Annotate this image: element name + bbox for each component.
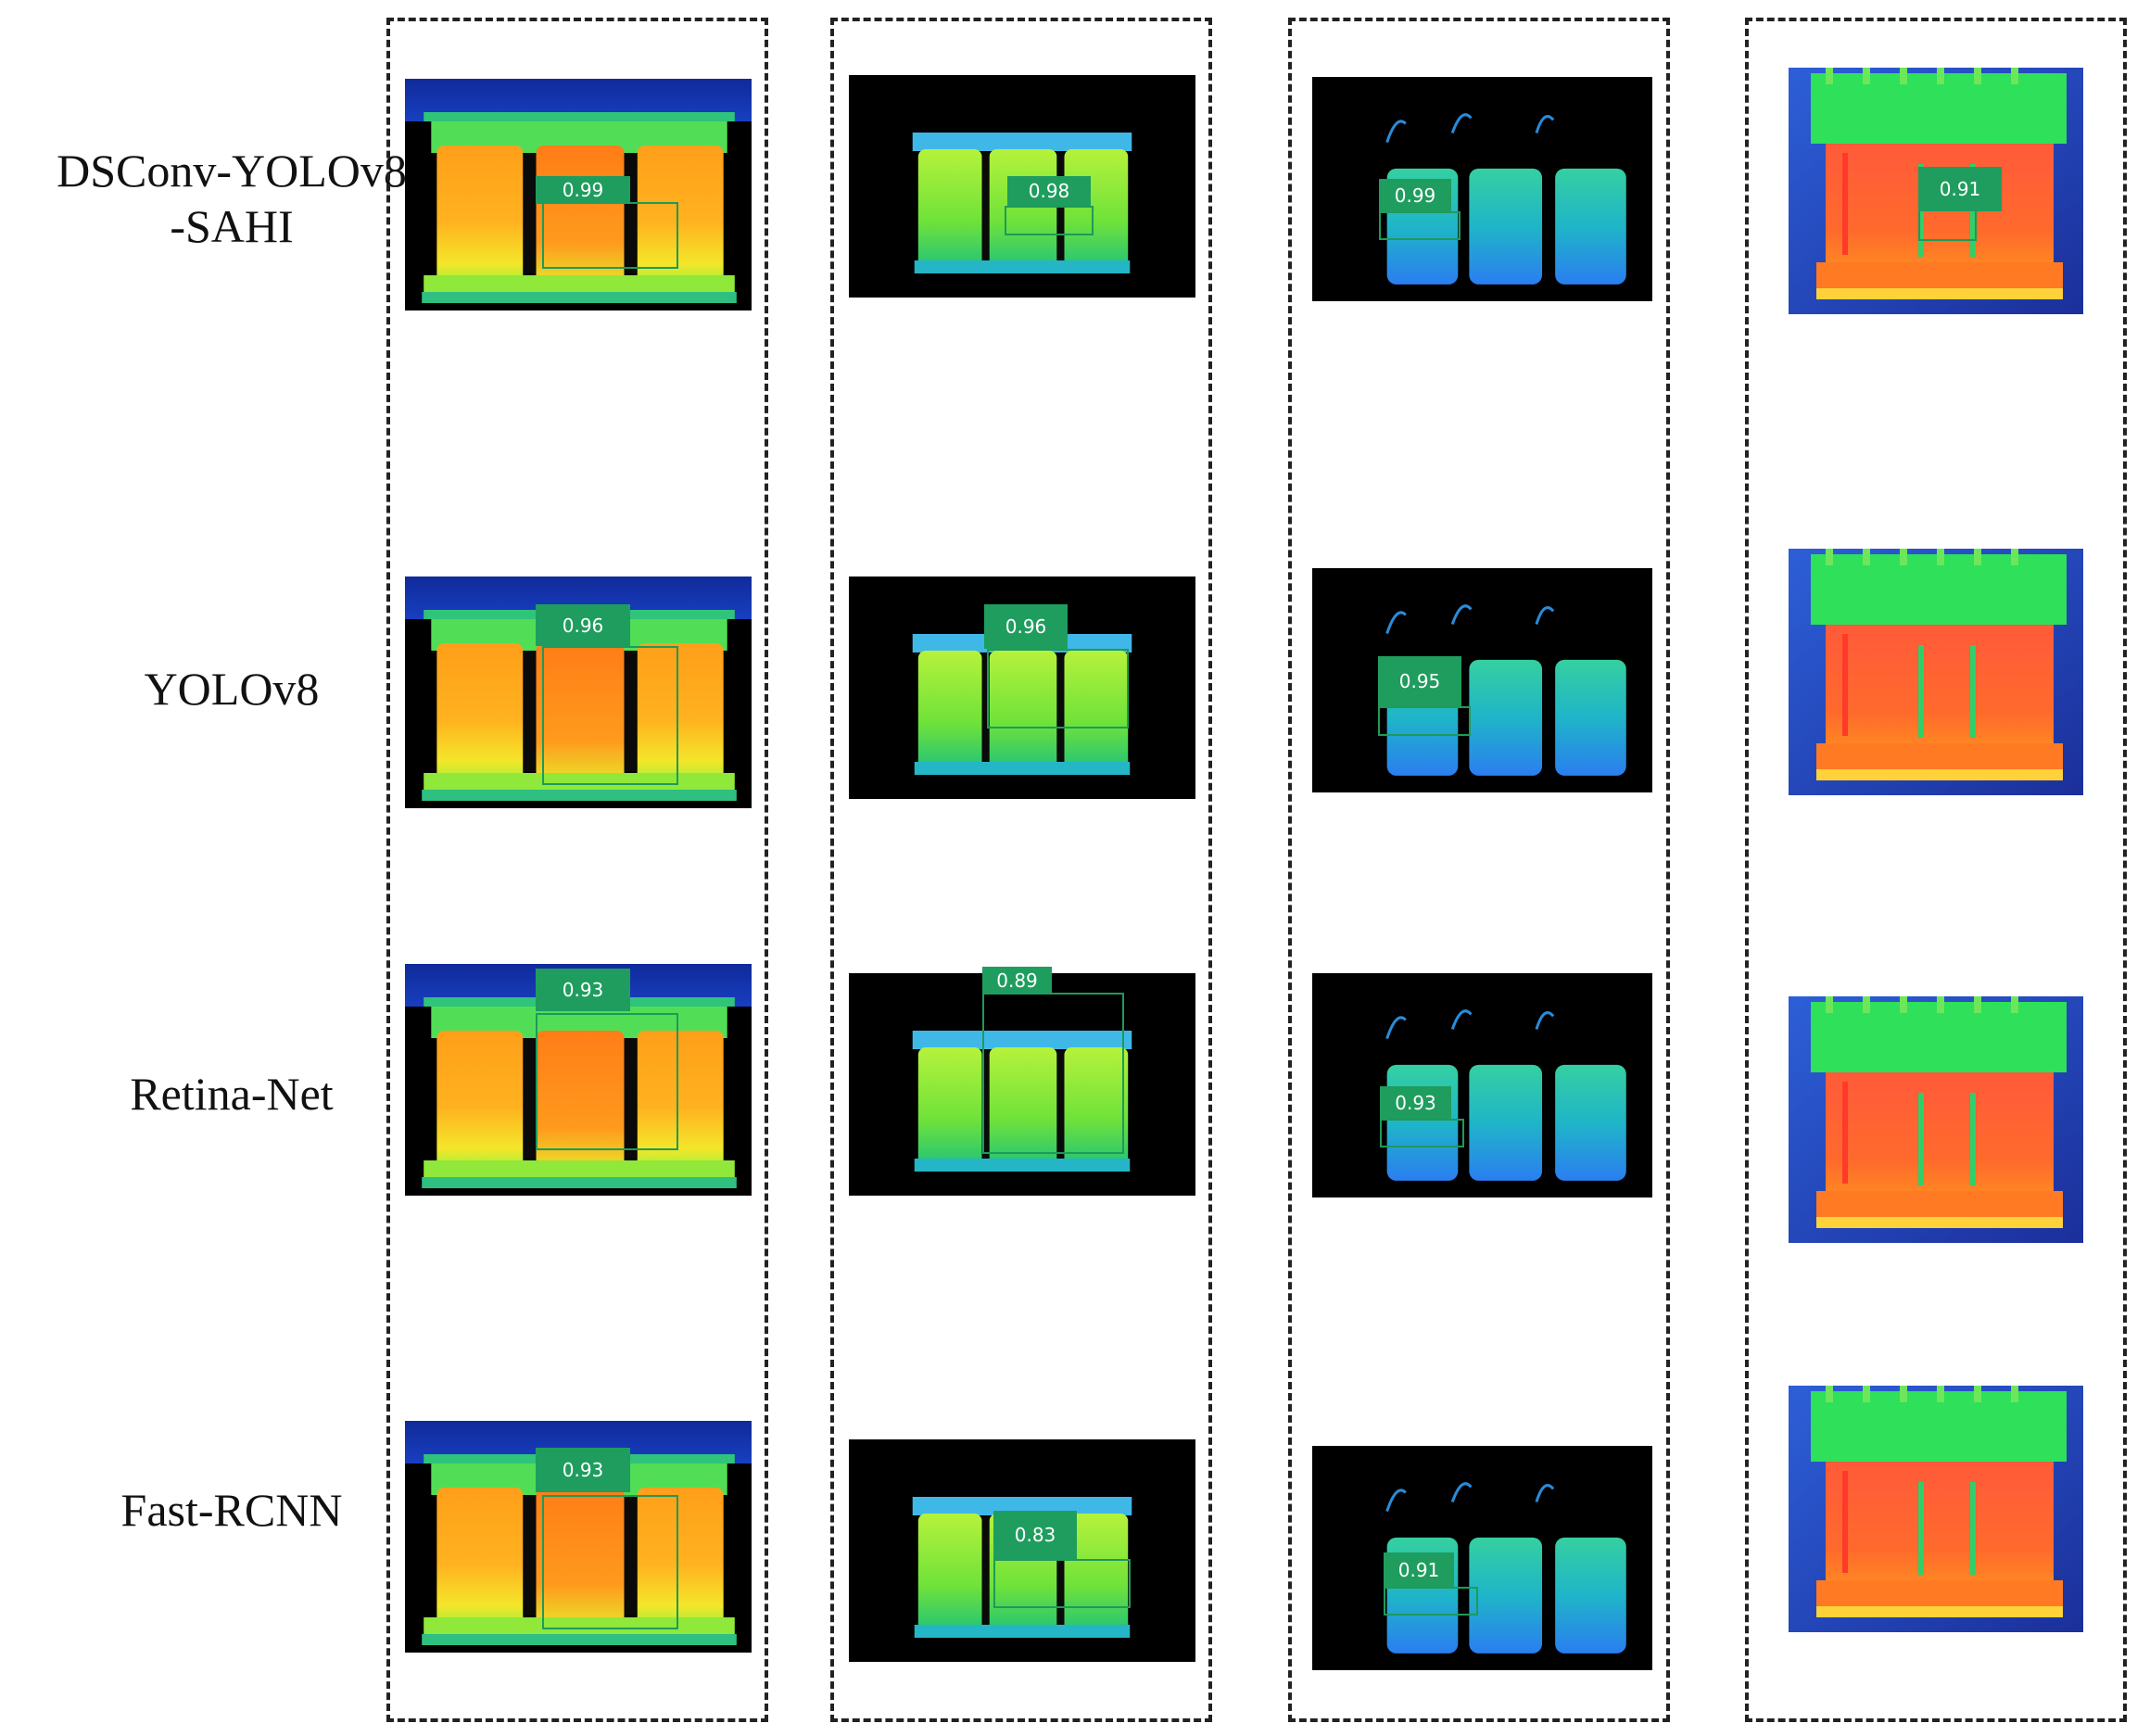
detection-box-c1-r1 <box>542 202 678 269</box>
row-label-line-1: DSConv-YOLOv8 <box>57 145 407 196</box>
thermal-image-c4-r4 <box>1789 1386 2083 1632</box>
detection-score-c2-r4: 0.83 <box>993 1511 1077 1559</box>
detection-score-c3-r1: 0.99 <box>1379 179 1451 212</box>
row-label-fast-rcnn: Fast-RCNN <box>120 1484 343 1536</box>
detection-box-c4-r1 <box>1918 209 1977 241</box>
thermal-image-c4-r2 <box>1789 549 2083 795</box>
detection-score-c1-r2: 0.96 <box>536 604 630 646</box>
column-frame-3 <box>1288 18 1670 1722</box>
thermal-image-c3-r4 <box>1312 1446 1652 1670</box>
detection-score-c1-r4: 0.93 <box>536 1448 630 1492</box>
detection-score-c1-r3: 0.93 <box>536 969 630 1011</box>
detection-box-c2-r3 <box>982 993 1124 1154</box>
row-label-dsconv-yolov8-sahi: DSConv-YOLOv8 -SAHI <box>0 143 463 254</box>
detection-score-c2-r3: 0.89 <box>982 967 1052 995</box>
detection-box-c3-r4 <box>1384 1587 1478 1616</box>
thermal-image-c4-r3 <box>1789 996 2083 1243</box>
row-label-retina-net: Retina-Net <box>130 1068 334 1120</box>
detection-box-c2-r1 <box>1005 206 1094 235</box>
detection-score-c2-r2: 0.96 <box>984 604 1068 649</box>
thermal-image-c3-r1 <box>1312 77 1652 301</box>
column-frame-2 <box>830 18 1212 1722</box>
thermal-image-c3-r3 <box>1312 973 1652 1197</box>
detection-score-c1-r1: 0.99 <box>536 176 630 204</box>
detection-box-c1-r4 <box>542 1495 678 1629</box>
detection-score-c4-r1: 0.91 <box>1918 167 2002 211</box>
detection-box-c2-r2 <box>987 649 1129 729</box>
detection-box-c1-r3 <box>536 1013 678 1150</box>
row-label-line-2: -SAHI <box>170 200 294 252</box>
detection-box-c3-r2 <box>1378 706 1471 736</box>
column-frame-4 <box>1745 18 2127 1722</box>
detection-score-c3-r4: 0.91 <box>1384 1552 1454 1587</box>
row-label-yolov8: YOLOv8 <box>144 663 320 715</box>
thermal-image-c3-r2 <box>1312 568 1652 792</box>
detection-score-c3-r3: 0.93 <box>1380 1086 1451 1119</box>
detection-score-c2-r1: 0.98 <box>1007 176 1091 206</box>
detection-box-c1-r2 <box>542 646 678 785</box>
detection-box-c3-r3 <box>1380 1119 1464 1147</box>
detection-box-c2-r4 <box>993 1559 1131 1608</box>
column-frame-1 <box>386 18 768 1722</box>
detection-score-c3-r2: 0.95 <box>1378 656 1461 706</box>
detection-box-c3-r1 <box>1379 211 1460 240</box>
